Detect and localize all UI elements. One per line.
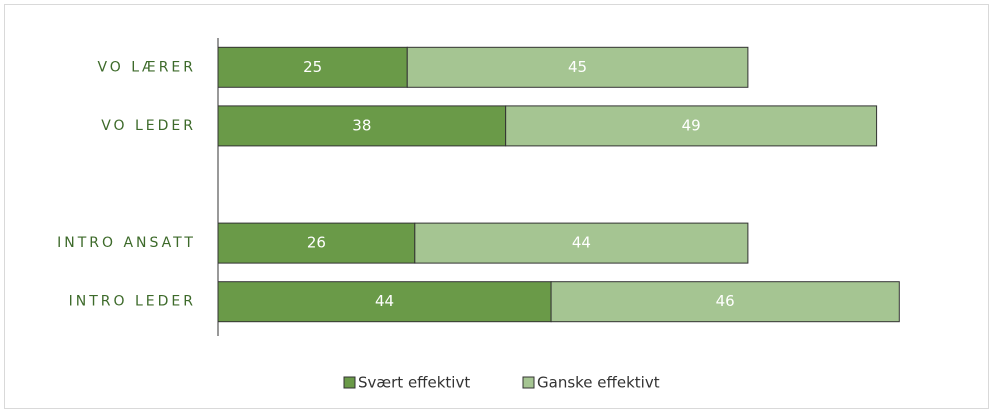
data-label: 25 bbox=[303, 58, 322, 76]
data-label: 44 bbox=[572, 234, 591, 252]
bar bbox=[550, 281, 900, 323]
bar bbox=[414, 222, 749, 264]
legend-label: Ganske effektivt bbox=[537, 374, 660, 392]
legend-swatch bbox=[522, 376, 535, 389]
bar bbox=[406, 46, 749, 88]
y-tick-label: VO LÆRER bbox=[97, 59, 196, 75]
data-label: 44 bbox=[375, 292, 394, 310]
bar bbox=[505, 105, 878, 147]
data-label: 26 bbox=[307, 234, 326, 252]
data-label: 45 bbox=[568, 58, 587, 76]
bar bbox=[217, 105, 507, 147]
data-label: 49 bbox=[682, 116, 701, 134]
bar bbox=[217, 222, 416, 264]
y-tick-label: INTRO ANSATT bbox=[57, 235, 196, 251]
legend-swatch bbox=[343, 376, 356, 389]
y-tick-label: VO LEDER bbox=[101, 118, 196, 134]
legend-label: Svært effektivt bbox=[358, 374, 470, 392]
data-label: 46 bbox=[716, 292, 735, 310]
bar bbox=[217, 46, 408, 88]
data-label: 38 bbox=[352, 116, 371, 134]
y-tick-label: INTRO LEDER bbox=[69, 294, 196, 310]
